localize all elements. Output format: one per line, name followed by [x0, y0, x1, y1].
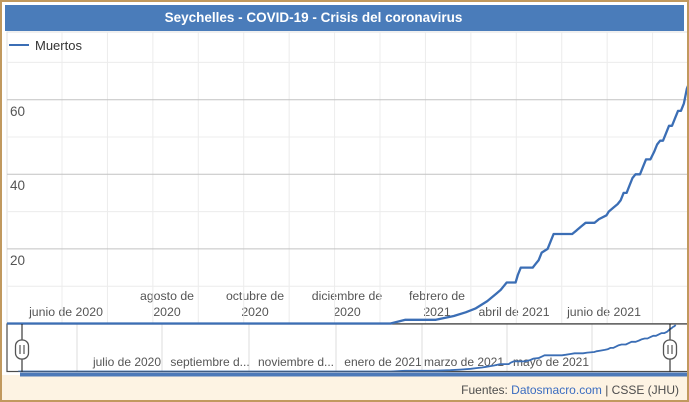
page-title: Seychelles - COVID-19 - Crisis del coron…: [5, 5, 684, 31]
footer-strip: [2, 375, 687, 400]
footer-sources-label: Fuentes:: [461, 383, 512, 397]
legend-series-line-icon: [9, 44, 29, 46]
datosmacro-link[interactable]: Datosmacro.com: [511, 383, 602, 397]
legend-label: Muertos: [35, 37, 82, 53]
y-axis-label: 40: [10, 178, 26, 194]
legend: Muertos: [9, 37, 82, 53]
x-axis-label: junio de 2021: [567, 305, 641, 319]
y-axis-label: 20: [10, 252, 26, 268]
navigator-axis-label: mayo de 2021: [512, 355, 590, 369]
navigator-right-handle[interactable]: [662, 324, 678, 372]
navigator-left-handle[interactable]: [14, 324, 30, 372]
footer: Fuentes: Datosmacro.com | CSSE (JHU): [461, 381, 679, 399]
y-axis-label: 60: [10, 103, 26, 119]
footer-csse-label: | CSSE (JHU): [601, 383, 679, 397]
